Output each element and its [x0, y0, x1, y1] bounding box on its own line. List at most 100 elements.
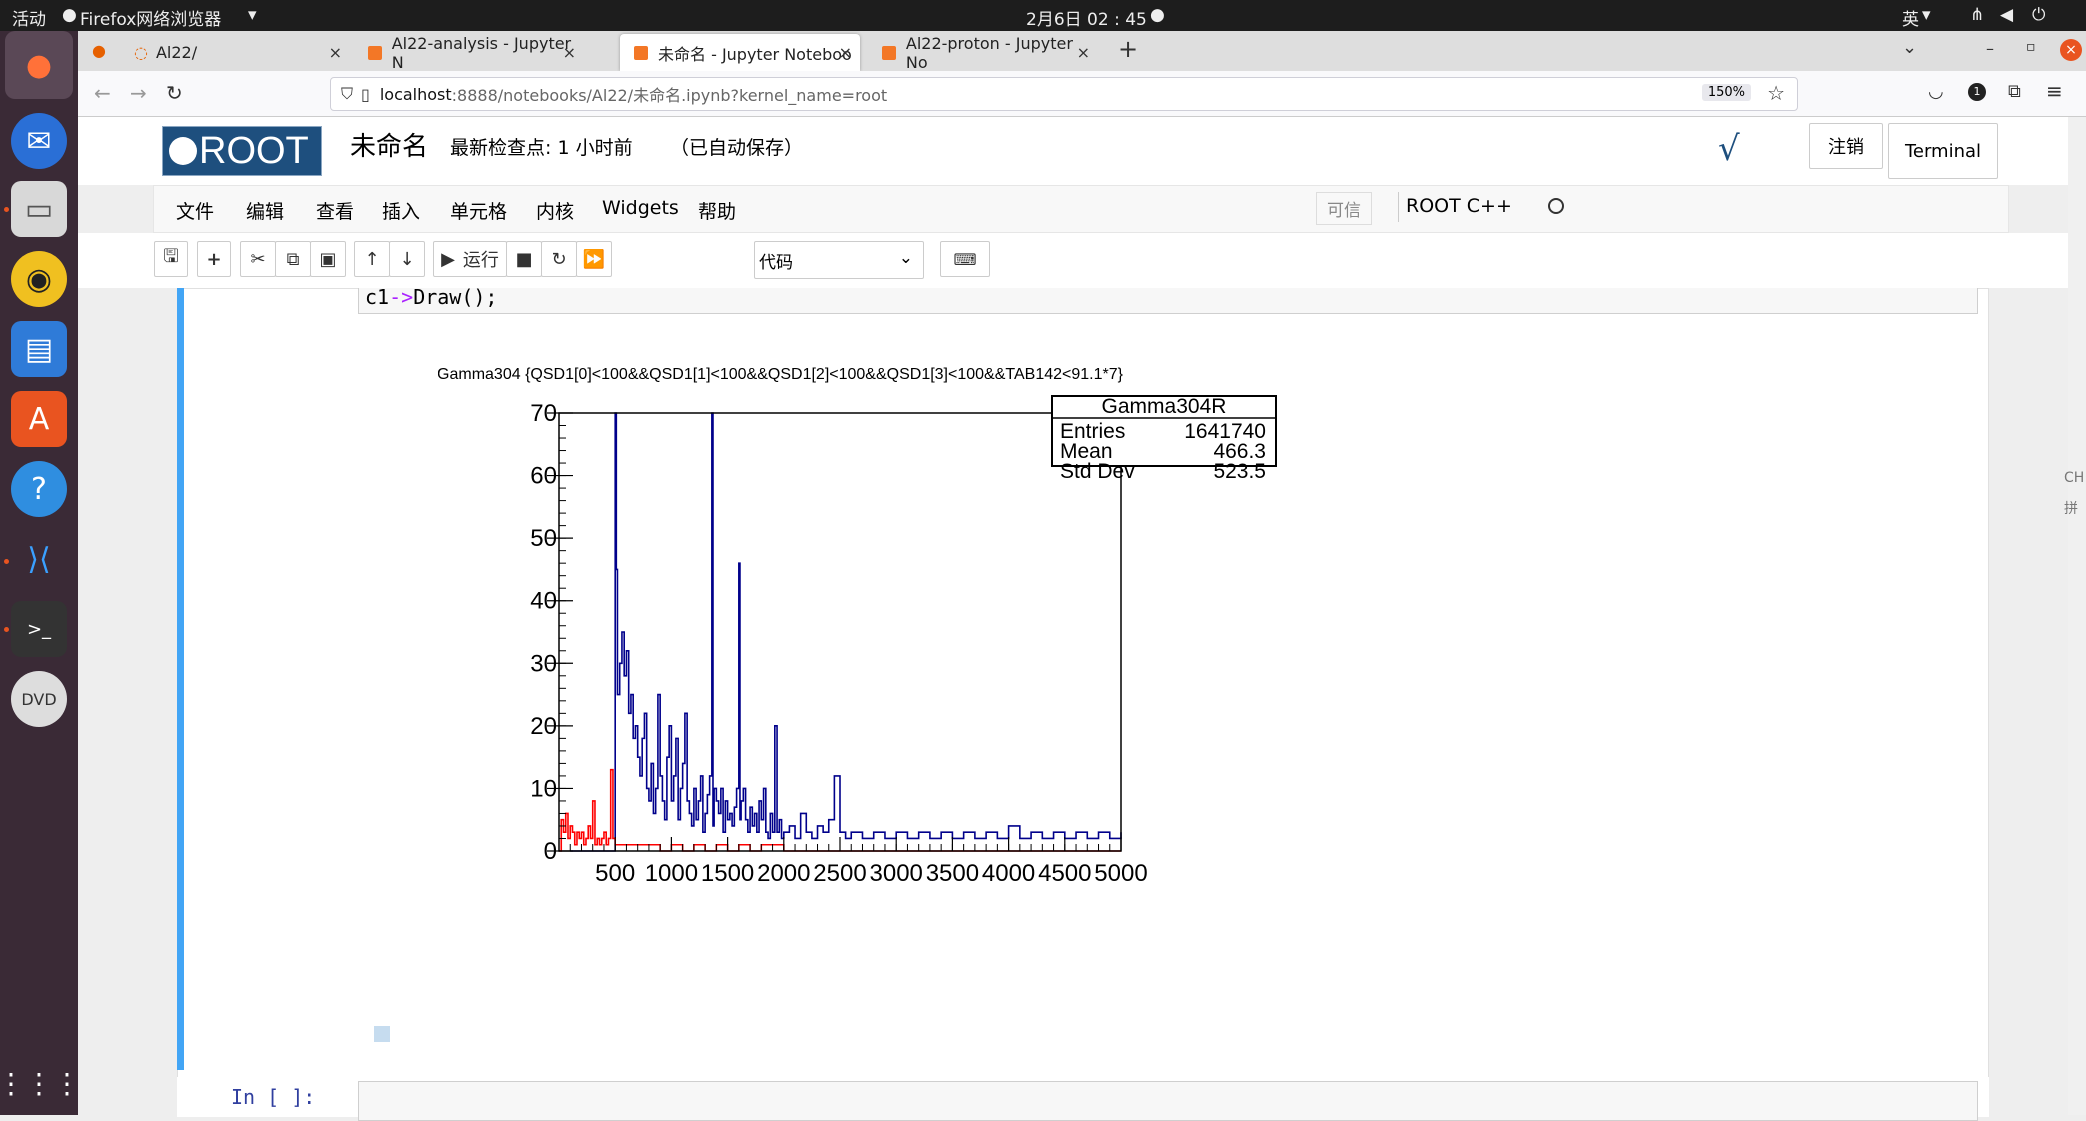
thunderbird-dock-icon[interactable]: ✉ [11, 113, 67, 169]
menu-help[interactable]: 帮助 [698, 201, 737, 223]
y-tick-label: 0 [544, 838, 557, 865]
volume-icon[interactable]: ◀ [2000, 5, 2014, 25]
network-icon[interactable]: ⋔ [1970, 5, 1985, 25]
show-apps-icon[interactable]: ⋮⋮⋮ [0, 1066, 81, 1100]
close-window-icon[interactable]: × [2060, 39, 2082, 61]
clock[interactable]: 2月6日 02 : 45 [1026, 10, 1147, 30]
x-tick-label: 2500 [813, 860, 866, 887]
kernel-name[interactable]: ROOT C++ [1406, 195, 1512, 217]
app-menu[interactable]: Firefox网络浏览器 [80, 10, 222, 30]
dvd-dock-icon[interactable]: DVD [11, 671, 67, 727]
kernel-idle-icon [1548, 198, 1564, 214]
writer-dock-icon[interactable]: ▤ [11, 321, 67, 377]
rhythmbox-dock-icon[interactable]: ◉ [11, 251, 67, 307]
page-scrollbar[interactable] [2068, 117, 2086, 1115]
shield-icon[interactable]: ⛉ [341, 84, 354, 103]
menu-insert[interactable]: 插入 [382, 201, 421, 223]
root-logo[interactable]: ROOT [162, 126, 322, 176]
run-button[interactable]: ▶ 运行 [433, 241, 507, 277]
root-sqrt-icon: √ [1718, 129, 1740, 169]
tab-al22-analysis[interactable]: Al22-analysis - Jupyter N × [354, 33, 584, 72]
bookmark-star-icon[interactable]: ☆ [1767, 81, 1785, 105]
close-tab-icon[interactable]: × [328, 43, 342, 62]
code-input[interactable] [358, 1081, 1978, 1121]
firefox-dock-icon[interactable]: ● [5, 31, 73, 99]
account-icon[interactable]: 1 [1968, 83, 1986, 101]
cell-type-select[interactable]: 代码 ⌄ [754, 241, 924, 279]
tab-untitled-active[interactable]: 未命名 - Jupyter Noteboo × [620, 34, 860, 71]
stats-stddev-label: Std Dev [1060, 460, 1135, 483]
root-logo-icon [169, 137, 197, 165]
chevron-down-icon: ⌄ [898, 248, 913, 268]
move-down-arrow-icon[interactable]: ↓ [389, 241, 425, 277]
trusted-indicator[interactable]: 可信 [1316, 192, 1372, 225]
copy-icon[interactable]: ⧉ [275, 241, 311, 277]
stats-mean-label: Mean [1060, 440, 1113, 463]
menu-view[interactable]: 查看 [316, 201, 355, 223]
tab-al22-proton[interactable]: Al22-proton - Jupyter No × [868, 34, 1098, 72]
url-host: localhost [379, 84, 452, 104]
new-tab-button[interactable]: + [1118, 35, 1139, 63]
cell-collapse-handle[interactable] [374, 1026, 390, 1042]
back-arrow-icon[interactable]: ← [94, 81, 111, 105]
files-dock-icon[interactable]: ▭ [11, 181, 67, 237]
ime-ch-label[interactable]: CH [2064, 470, 2085, 486]
activities-button[interactable]: 活动 [12, 10, 46, 30]
fast-forward-icon[interactable]: ⏩ [576, 241, 612, 277]
tab-al22[interactable]: ◌ Al22/ × [120, 34, 350, 71]
next-cell[interactable]: In [ ]: [177, 1077, 1989, 1121]
code-editor[interactable]: c1->Draw(); [358, 288, 1978, 314]
forward-arrow-icon[interactable]: → [130, 81, 147, 105]
notebook-header: ROOT 未命名 最新检查点: 1 小时前 （已自动保存） √ 注销 Termi… [78, 117, 2068, 185]
menu-cell[interactable]: 单元格 [450, 201, 508, 223]
input-method-indicator[interactable]: 英 [1902, 10, 1919, 30]
stop-square-icon[interactable]: ■ [506, 241, 542, 277]
stats-entries-value: 1641740 [1184, 420, 1266, 443]
zoom-badge[interactable]: 150% [1701, 84, 1751, 101]
restart-icon[interactable]: ↻ [541, 241, 577, 277]
extensions-icon[interactable]: ⧉ [2008, 81, 2021, 102]
code-token: Draw(); [413, 288, 498, 309]
tab-label: Al22-analysis - Jupyter N [391, 33, 572, 72]
software-dock-icon[interactable]: A [11, 391, 67, 447]
close-tab-icon[interactable]: × [562, 43, 576, 62]
logout-button[interactable]: 注销 [1809, 123, 1883, 169]
reload-icon[interactable]: ↻ [166, 81, 183, 105]
menu-widgets[interactable]: Widgets [602, 197, 679, 219]
cut-icon[interactable]: ✂ [240, 241, 276, 277]
notification-dot-icon: ● [1150, 5, 1165, 25]
checkpoint-status: 最新检查点: 1 小时前 [450, 137, 633, 159]
paste-icon[interactable]: ▣ [310, 241, 346, 277]
power-icon[interactable]: ⏻ [2032, 5, 2046, 25]
notebook-title[interactable]: 未命名 [350, 132, 429, 162]
terminal-dock-icon[interactable]: >_ [11, 601, 67, 657]
ime-pinyin-label[interactable]: 拼 [2064, 501, 2078, 517]
help-dock-icon[interactable]: ? [11, 461, 67, 517]
keyboard-icon[interactable]: ⌨ [940, 241, 990, 277]
pocket-icon[interactable]: ◡ [1928, 81, 1944, 102]
menu-kernel[interactable]: 内核 [536, 201, 575, 223]
chevron-down-icon: ▾ [248, 5, 257, 25]
save-icon[interactable]: 🖫 [154, 241, 188, 277]
firefox-view-icon[interactable]: ● [92, 41, 106, 60]
jupyter-icon [882, 45, 896, 60]
x-tick-label: 3000 [870, 860, 923, 887]
insert-cell-plus-icon[interactable]: + [197, 241, 231, 277]
minimize-icon[interactable]: – [1986, 39, 1994, 58]
menu-edit[interactable]: 编辑 [246, 201, 285, 223]
running-indicator [4, 627, 9, 632]
hamburger-menu-icon[interactable]: ≡ [2046, 79, 2063, 103]
menu-file[interactable]: 文件 [176, 201, 215, 223]
maximize-icon[interactable]: ▫ [2026, 39, 2036, 55]
list-tabs-chevron-icon[interactable]: ⌄ [1902, 37, 1918, 58]
code-token-operator: -> [389, 288, 414, 309]
move-up-arrow-icon[interactable]: ↑ [354, 241, 390, 277]
divider [1398, 192, 1399, 222]
url-field[interactable]: ⛉ ▯ localhost :8888/notebooks/Al22/未命名.i… [330, 77, 1798, 111]
vscode-dock-icon[interactable]: ⟩⟨ [27, 541, 51, 577]
terminal-button[interactable]: Terminal [1888, 123, 1998, 179]
close-tab-icon[interactable]: × [1076, 43, 1090, 62]
close-tab-icon[interactable]: × [838, 43, 852, 62]
x-tick-label: 4500 [1038, 860, 1091, 887]
tab-label: 未命名 - Jupyter Noteboo [658, 44, 852, 64]
